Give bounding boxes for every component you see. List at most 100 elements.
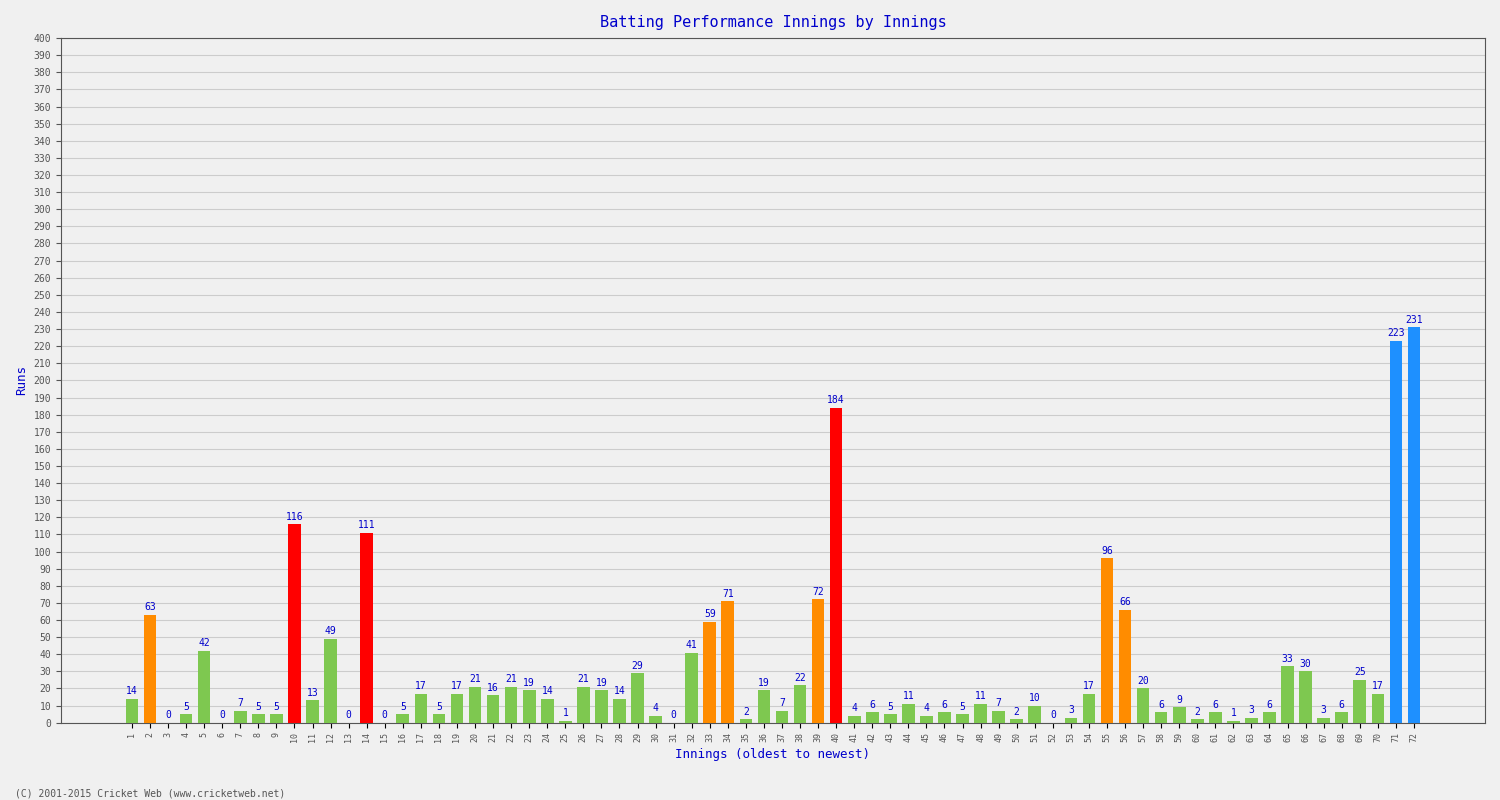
Bar (884, 714, 897, 722)
Bar (704, 622, 716, 722)
Bar (830, 408, 843, 722)
Text: 49: 49 (324, 626, 336, 636)
Bar (1119, 610, 1131, 722)
Text: 10: 10 (1029, 693, 1041, 703)
Text: 11: 11 (975, 691, 987, 702)
Bar (650, 716, 662, 722)
Bar (1353, 680, 1366, 722)
Bar (1209, 713, 1221, 722)
Bar (1029, 706, 1041, 722)
Bar (1245, 718, 1258, 722)
Text: 14: 14 (614, 686, 626, 696)
Bar (812, 599, 825, 722)
Bar (686, 653, 698, 722)
Text: 0: 0 (165, 710, 171, 720)
Text: 1: 1 (562, 709, 568, 718)
Bar (722, 602, 734, 722)
Text: 66: 66 (1119, 597, 1131, 607)
Text: 11: 11 (903, 691, 914, 702)
Text: 7: 7 (996, 698, 1002, 708)
Bar (1191, 719, 1203, 722)
Text: 5: 5 (888, 702, 894, 711)
Bar (1281, 666, 1294, 722)
Text: 71: 71 (722, 589, 734, 598)
Bar (1173, 707, 1185, 722)
Bar (1389, 341, 1402, 722)
Text: 21: 21 (578, 674, 590, 684)
Text: 5: 5 (255, 702, 261, 711)
Text: 20: 20 (1137, 676, 1149, 686)
Text: 13: 13 (306, 688, 318, 698)
Bar (524, 690, 536, 722)
Text: 1: 1 (1230, 709, 1236, 718)
Bar (144, 615, 156, 722)
Bar (758, 690, 770, 722)
Bar (920, 716, 933, 722)
Bar (847, 716, 861, 722)
Bar (776, 710, 789, 722)
Text: 5: 5 (183, 702, 189, 711)
Text: 2: 2 (742, 706, 748, 717)
Bar (1371, 694, 1384, 722)
Bar (865, 713, 879, 722)
Bar (396, 714, 410, 722)
Bar (578, 686, 590, 722)
Text: 33: 33 (1281, 654, 1293, 664)
Bar (938, 713, 951, 722)
Bar (975, 704, 987, 722)
Text: 3: 3 (1248, 705, 1254, 715)
Bar (126, 698, 138, 722)
Text: 17: 17 (452, 681, 464, 691)
Bar (1263, 713, 1276, 722)
Text: 3: 3 (1320, 705, 1326, 715)
Text: 30: 30 (1299, 659, 1311, 669)
Text: 14: 14 (542, 686, 554, 696)
Text: 9: 9 (1176, 694, 1182, 705)
Text: 4: 4 (852, 703, 856, 714)
Bar (252, 714, 264, 722)
Bar (1101, 558, 1113, 722)
Text: 111: 111 (358, 520, 375, 530)
Text: 0: 0 (670, 710, 676, 720)
Bar (488, 695, 500, 722)
Bar (432, 714, 445, 722)
Bar (1155, 713, 1167, 722)
Text: 96: 96 (1101, 546, 1113, 556)
Text: 6: 6 (942, 700, 948, 710)
Text: 0: 0 (219, 710, 225, 720)
Bar (306, 701, 320, 722)
Text: 17: 17 (416, 681, 426, 691)
Bar (740, 719, 752, 722)
Text: 6: 6 (870, 700, 874, 710)
Bar (1011, 719, 1023, 722)
Text: 5: 5 (436, 702, 442, 711)
Bar (596, 690, 608, 722)
Bar (1137, 689, 1149, 722)
Bar (180, 714, 192, 722)
Bar (794, 685, 807, 722)
Bar (234, 710, 246, 722)
Text: 0: 0 (1050, 710, 1056, 720)
Bar (198, 651, 210, 722)
Text: 21: 21 (470, 674, 482, 684)
Bar (360, 533, 374, 722)
Bar (1335, 713, 1348, 722)
Text: 42: 42 (198, 638, 210, 648)
Text: 14: 14 (126, 686, 138, 696)
Text: 72: 72 (812, 587, 824, 597)
Bar (1065, 718, 1077, 722)
Text: 19: 19 (524, 678, 536, 688)
Bar (956, 714, 969, 722)
Bar (270, 714, 282, 722)
X-axis label: Innings (oldest to newest): Innings (oldest to newest) (675, 748, 870, 761)
Text: 19: 19 (758, 678, 770, 688)
Text: 2: 2 (1194, 706, 1200, 717)
Text: 6: 6 (1266, 700, 1272, 710)
Y-axis label: Runs: Runs (15, 366, 28, 395)
Text: (C) 2001-2015 Cricket Web (www.cricketweb.net): (C) 2001-2015 Cricket Web (www.cricketwe… (15, 788, 285, 798)
Text: 21: 21 (506, 674, 518, 684)
Bar (614, 698, 626, 722)
Text: 29: 29 (632, 661, 644, 670)
Text: 25: 25 (1354, 667, 1365, 678)
Text: 223: 223 (1388, 329, 1404, 338)
